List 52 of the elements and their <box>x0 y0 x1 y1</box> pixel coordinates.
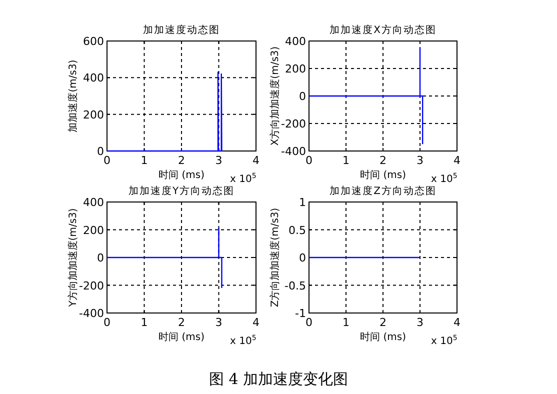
y-tick-label: -400 <box>281 145 306 158</box>
x-tick-label: 2 <box>178 154 185 167</box>
y-tick-label: -200 <box>79 279 104 292</box>
x-tick-label: 4 <box>252 154 260 167</box>
y-tick-label: -0.5 <box>284 279 306 292</box>
x-tick-label: 2 <box>380 316 386 329</box>
x-axis-title: 时间 (ms) <box>360 169 406 181</box>
x-tick-label: 3 <box>416 316 424 329</box>
x-tick-label: 2 <box>380 154 386 167</box>
x-axis-title: 时间 (ms) <box>360 331 406 343</box>
y-tick-label: 200 <box>83 224 104 237</box>
y-tick-label: 0 <box>299 252 306 264</box>
y-tick-label: 200 <box>285 62 306 76</box>
text: x 10$^{5}$ <box>230 334 256 347</box>
x-tick-label: 4 <box>454 154 460 167</box>
y-axis-title: X方向加加速度(m/s3) <box>269 46 281 146</box>
x-tick-label: 3 <box>416 154 424 167</box>
y-axis-title: Z方向加加速度(m/s3) <box>269 208 281 308</box>
y-tick-label: 0 <box>97 145 104 158</box>
y-axis-title: Y方向加加速度(m/s3) <box>67 208 79 308</box>
text: x 10$^{5}$ <box>431 334 458 347</box>
x-tick-label: 4 <box>454 316 460 329</box>
x-tick-label: 3 <box>215 154 222 167</box>
x-tick-label: 1 <box>140 154 148 167</box>
x-tick-label: 3 <box>215 316 222 329</box>
y-tick-label: -1 <box>295 307 306 320</box>
y-tick-label: 600 <box>83 35 104 48</box>
caption: 图 4 加加速度变化图 <box>208 370 348 388</box>
y-tick-label: 1 <box>299 196 306 209</box>
x-tick-label: 2 <box>178 316 185 329</box>
text: x 10$^{5}$ <box>431 172 458 185</box>
x-tick-label: 1 <box>342 154 350 167</box>
y-tick-label: 400 <box>83 72 104 85</box>
y-tick-label: 0 <box>299 90 306 103</box>
y-tick-label: 400 <box>83 196 104 209</box>
y-axis-title: 加加速度(m/s3) <box>67 60 79 132</box>
x-axis-title: 时间 (ms) <box>158 331 205 343</box>
text: x 10$^{5}$ <box>230 172 256 185</box>
y-tick-label: 400 <box>285 35 306 48</box>
chart-title: 加加速度动态图 <box>143 24 220 36</box>
chart-title: 加加速度X方向动态图 <box>330 24 436 36</box>
y-tick-label: -400 <box>79 307 104 320</box>
x-tick-label: 1 <box>342 316 350 329</box>
x-tick-label: 4 <box>252 316 260 329</box>
chart-title: 加加速度Z方向动态图 <box>330 185 436 197</box>
y-tick-label: 0.5 <box>288 224 306 237</box>
chart-title: 加加速度Y方向动态图 <box>128 185 235 197</box>
x-axis-title: 时间 (ms) <box>158 169 205 181</box>
x-tick-label: 1 <box>140 316 148 329</box>
y-tick-label: -200 <box>281 118 306 130</box>
y-tick-label: 0 <box>97 252 104 264</box>
y-tick-label: 200 <box>83 108 104 122</box>
